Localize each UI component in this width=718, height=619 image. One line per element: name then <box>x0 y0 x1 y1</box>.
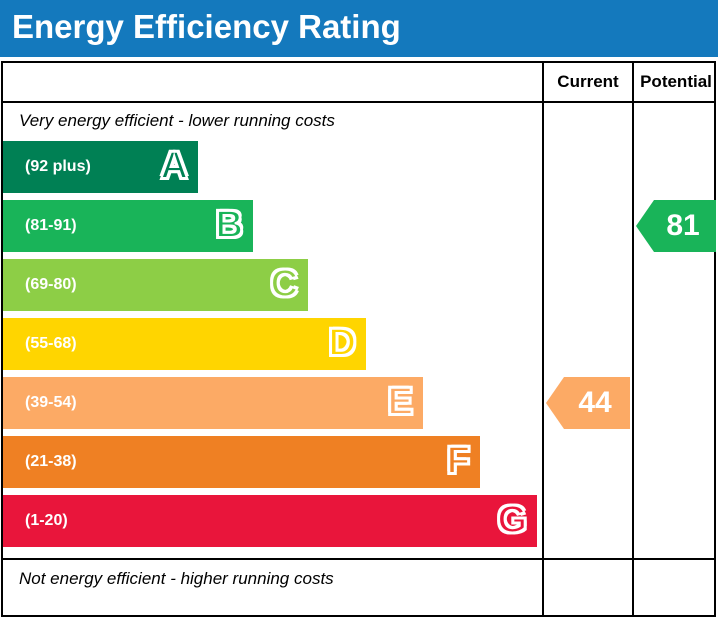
potential-column-divider <box>632 63 634 615</box>
band-range-b: (81-91) <box>25 217 77 234</box>
potential-arrow-shape <box>636 200 716 252</box>
footer-divider <box>3 558 714 560</box>
rating-band-e: (39-54) E <box>3 377 423 429</box>
band-range-e: (39-54) <box>25 394 77 411</box>
band-range-c: (69-80) <box>25 276 77 293</box>
caption-efficient: Very energy efficient - lower running co… <box>19 111 335 130</box>
band-letter-e: E <box>387 380 414 424</box>
potential-rating-value: 81 <box>666 209 700 242</box>
band-letter-a: A <box>160 144 189 188</box>
column-header-current: Current <box>557 72 619 91</box>
band-range-d: (55-68) <box>25 335 77 352</box>
column-header-potential: Potential <box>640 72 712 91</box>
rating-band-b: (81-91) B <box>3 200 253 252</box>
potential-rating-arrow: 81 <box>636 200 716 252</box>
page-title: Energy Efficiency Rating <box>12 8 401 45</box>
band-letter-f: F <box>446 439 471 483</box>
band-letter-g: G <box>496 498 528 542</box>
rating-band-g: (1-20) G <box>3 495 537 547</box>
current-arrow-shape <box>546 377 630 429</box>
band-range-a: (92 plus) <box>25 158 91 175</box>
current-column-divider <box>542 63 544 615</box>
current-rating-arrow: 44 <box>546 377 630 429</box>
chart-grid: Current Potential Very energy efficient … <box>1 61 716 617</box>
band-range-f: (21-38) <box>25 453 77 470</box>
current-rating-value: 44 <box>578 386 612 419</box>
band-letter-c: C <box>270 262 299 306</box>
band-range-g: (1-20) <box>25 512 68 529</box>
rating-bands: (92 plus) A (81-91) B (69-80) C (55-68) D (39-54… <box>3 141 540 555</box>
caption-inefficient: Not energy efficient - higher running co… <box>19 569 334 588</box>
rating-band-f: (21-38) F <box>3 436 480 488</box>
band-letter-b: B <box>215 203 244 247</box>
chart-title-bar: Energy Efficiency Rating <box>0 0 718 57</box>
band-letter-d: D <box>328 321 357 365</box>
rating-band-d: (55-68) D <box>3 318 366 370</box>
rating-band-a: (92 plus) A <box>3 141 198 193</box>
rating-band-c: (69-80) C <box>3 259 308 311</box>
header-divider <box>3 101 714 103</box>
